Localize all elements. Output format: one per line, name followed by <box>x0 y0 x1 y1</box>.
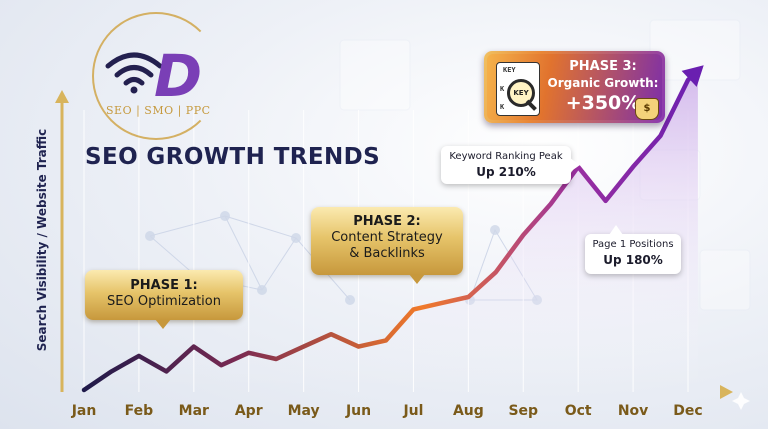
x-axis-arrow <box>720 385 733 399</box>
brand-logo: D SEO | SMO | PPC <box>92 12 242 142</box>
phase-1-text: SEO Optimization <box>107 294 221 309</box>
x-tick-sep: Sep <box>508 403 539 419</box>
x-tick-aug: Aug <box>452 403 484 419</box>
x-tick-apr: Apr <box>234 403 263 419</box>
x-tick-nov: Nov <box>617 403 649 419</box>
phase-2-pointer <box>409 274 425 284</box>
page1-callout: Page 1 Positions Up 180% <box>585 225 681 274</box>
keyword-icon-row-1: KEY <box>503 66 516 74</box>
logo-ring <box>92 12 220 140</box>
background-dashboard <box>699 249 751 311</box>
x-tick-jun: Jun <box>345 403 372 419</box>
phase-3-callout: KEY K K KEY PHASE 3: Organic Growth: +35… <box>484 51 665 123</box>
phase-1-pointer <box>155 319 171 329</box>
chart-title: SEO GROWTH TRENDS <box>85 144 381 170</box>
area-fill <box>84 70 698 392</box>
page1-label: Page 1 Positions <box>592 239 674 250</box>
x-tick-may: May <box>287 403 320 419</box>
sparkle-icon <box>732 392 750 410</box>
logo-tagline: SEO | SMO | PPC <box>106 104 211 117</box>
x-tick-mar: Mar <box>178 403 209 419</box>
keyword-icon-row-2: K <box>500 85 505 93</box>
phase-1-title: PHASE 1: <box>130 278 198 293</box>
x-tick-dec: Dec <box>673 403 703 419</box>
phase-3-text-block: PHASE 3: Organic Growth: +350% <box>543 59 663 115</box>
x-tick-feb: Feb <box>124 403 154 419</box>
keyword-peak-callout: Keyword Ranking Peak Up 210% <box>441 146 580 184</box>
x-tick-oct: Oct <box>564 403 592 419</box>
phase-2-title: PHASE 2: <box>353 214 421 229</box>
phase-3-panel: KEY K K KEY PHASE 3: Organic Growth: +35… <box>487 54 662 120</box>
phase-2-text: Content Strategy & Backlinks <box>331 230 443 261</box>
wifi-icon <box>105 52 163 94</box>
phase-3-title: PHASE 3: <box>569 59 637 74</box>
phase-3-subtitle: Organic Growth: <box>547 76 659 90</box>
keyword-icon-row-3: K <box>500 103 505 111</box>
background-dashboard <box>339 39 411 111</box>
y-axis-arrow <box>55 90 69 103</box>
x-tick-jan: Jan <box>71 403 97 419</box>
money-bag-icon: $ <box>635 98 659 120</box>
phase-3-value: +350% <box>565 92 641 114</box>
keyword-peak-label: Keyword Ranking Peak <box>449 151 563 162</box>
series-arrowhead <box>681 65 704 87</box>
phase-1-callout: PHASE 1: SEO Optimization <box>85 270 243 329</box>
y-axis-label: Search Visibility / Website Traffic <box>35 128 49 352</box>
keyword-search-icon: KEY K K KEY <box>496 62 540 116</box>
keyword-peak-pointer <box>570 158 580 172</box>
phase-2-callout: PHASE 2: Content Strategy & Backlinks <box>311 207 463 284</box>
keyword-peak-value: Up 210% <box>476 165 536 179</box>
x-tick-jul: Jul <box>403 403 424 419</box>
logo-mark: D <box>154 42 202 110</box>
page1-value: Up 180% <box>603 253 663 267</box>
series-line <box>81 68 701 393</box>
page1-pointer <box>609 225 623 235</box>
